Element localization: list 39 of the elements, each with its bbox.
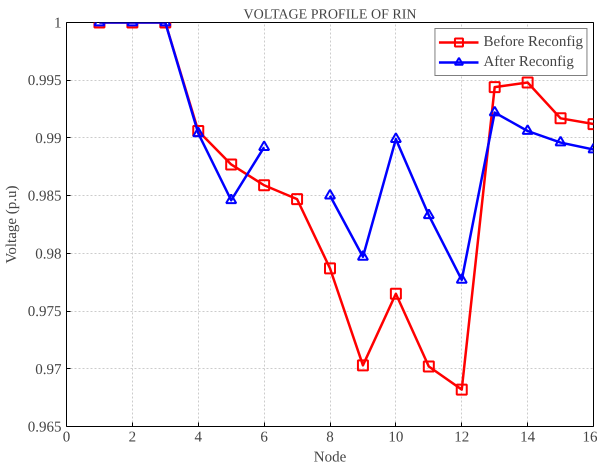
x-tick-label: 10 [388,430,404,446]
y-tick-label: 1 [54,16,62,32]
point [554,112,567,124]
y-tick-label: 0.99 [35,130,62,147]
point [324,262,336,274]
legend-label: After Reconfig [483,54,574,70]
point [456,384,468,396]
y-tick-label: 0.975 [28,304,62,320]
point [225,193,238,204]
x-tick-label: 2 [128,430,136,446]
point [522,76,534,89]
x-tick-label: 4 [194,430,202,446]
x-tick-label: 14 [520,430,536,446]
chart-title: VOLTAGE PROFILE OF RIN [244,8,416,22]
point [225,158,238,170]
x-tick-label: 6 [260,430,268,446]
point [422,208,435,220]
y-tick-label: 0.995 [28,73,62,90]
y-axis-title: Voltage (p.u) [4,185,20,264]
y-tick-label: 0.97 [35,362,62,378]
x-tick-label: 12 [454,430,470,446]
point [422,360,435,372]
point [324,188,336,200]
point [291,193,304,206]
x-tick-label: 0 [62,430,70,446]
x-axis-title: Node [314,450,347,466]
point [258,179,270,192]
x-tick-label: 16 [582,430,597,446]
point [258,140,270,152]
point [456,273,468,284]
point [356,250,369,261]
point [356,359,369,372]
point [488,81,501,94]
point [390,288,402,300]
legend-label: Before Reconfig [483,34,583,50]
x-tick-label: 8 [326,430,334,446]
y-tick-label: 0.965 [28,420,62,436]
y-tick-label: 0.985 [28,188,62,205]
y-tick-label: 0.98 [35,246,62,262]
